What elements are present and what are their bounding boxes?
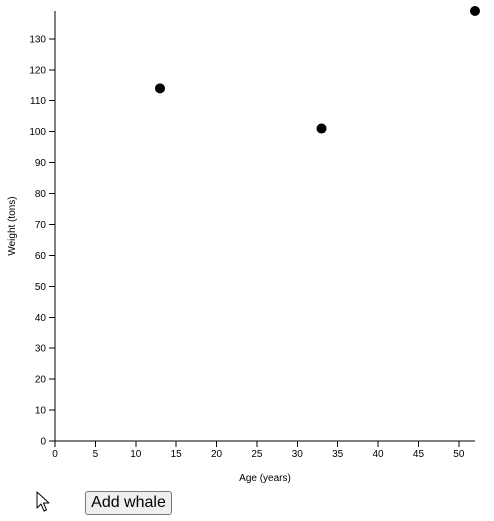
add-whale-button[interactable]: Add whale [85,491,172,515]
data-points [155,6,480,134]
x-tick-label: 40 [373,449,385,460]
y-tick-label: 60 [35,251,47,262]
data-point [155,83,165,94]
y-axis: 0 10 20 30 40 50 60 70 80 90 100 110 120 130 [29,11,56,448]
y-tick-label: 110 [30,96,46,107]
y-tick-label: 100 [29,127,46,138]
x-tick-label: 30 [292,449,304,460]
data-point [470,6,480,16]
x-tick-label: 50 [453,449,465,460]
scatter-chart: 0 10 20 30 40 50 60 70 80 90 100 110 120 130 0 5 10 15 20… [7,6,480,484]
y-tick-label: 90 [35,158,47,169]
y-tick-label: 120 [29,65,46,76]
x-tick-label: 45 [413,449,425,460]
x-axis-label: Age (years) [239,473,291,484]
x-tick-label: 0 [52,449,58,460]
x-tick-label: 5 [93,449,99,460]
y-axis-label: Weight (tons) [7,196,18,255]
x-tick-label: 15 [171,449,183,460]
x-axis: 0 5 10 15 20 25 30 35 40 45 50 [52,440,475,460]
x-tick-label: 25 [251,449,263,460]
x-tick-label: 20 [211,449,223,460]
y-tick-label: 20 [35,375,47,386]
y-tick-label: 0 [40,437,46,448]
y-tick-label: 70 [35,220,47,231]
x-tick-label: 35 [332,449,344,460]
y-tick-label: 30 [35,344,47,355]
data-point [316,123,327,134]
y-tick-label: 80 [35,189,47,200]
y-tick-label: 130 [29,34,46,45]
mouse-pointer-icon [36,491,50,512]
y-tick-label: 40 [35,313,47,324]
x-tick-label: 10 [130,449,142,460]
y-tick-label: 50 [35,282,47,293]
y-tick-label: 10 [35,406,47,417]
